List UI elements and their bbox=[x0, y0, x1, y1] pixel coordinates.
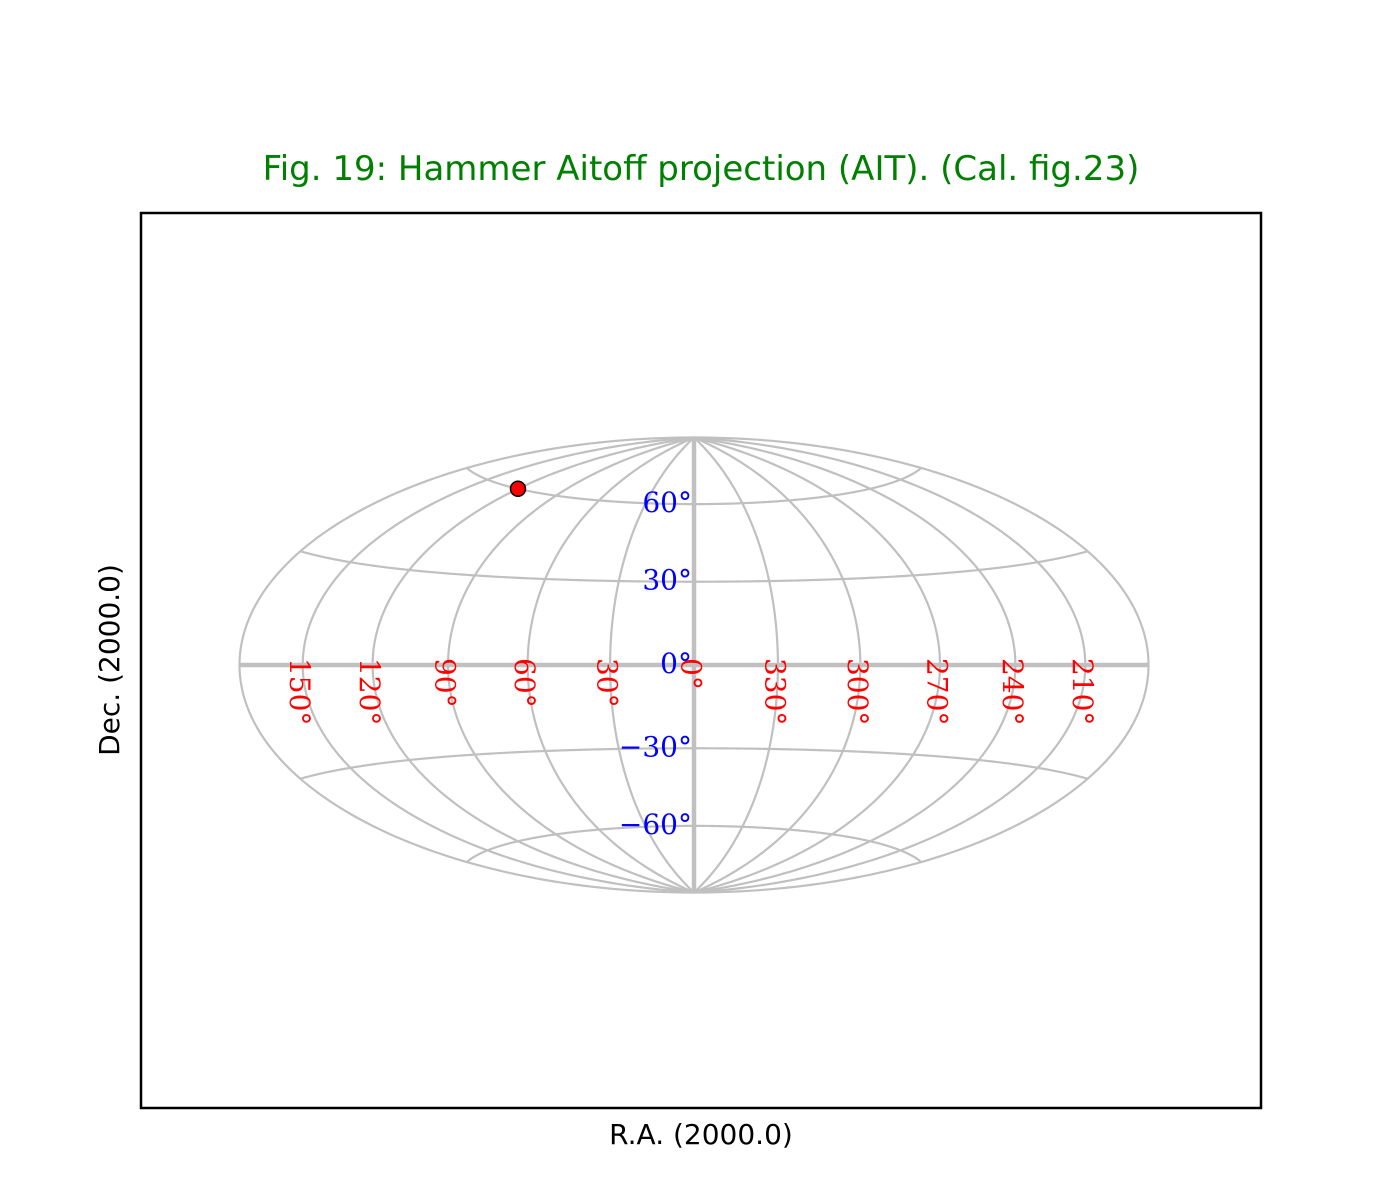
plot-frame bbox=[139, 211, 1263, 1110]
parallel-line bbox=[466, 824, 922, 863]
dec-tick-labels: 60° 30° 0° −30° −60° bbox=[619, 486, 692, 841]
ra-tick-labels: 150° 120° 90° 60° 30° 0° 330° 300° 270° 240° 210° bbox=[283, 658, 1099, 725]
ra-tick-label: 90° bbox=[429, 658, 462, 708]
dec-tick-label: 60° bbox=[642, 486, 692, 519]
dec-tick-label: −30° bbox=[619, 730, 692, 763]
graticule bbox=[238, 436, 1150, 894]
ra-tick-label: 210° bbox=[1066, 658, 1099, 725]
ra-tick-label: 60° bbox=[508, 658, 541, 708]
data-points bbox=[509, 480, 527, 498]
parallel-line bbox=[300, 550, 1088, 583]
parallel-line bbox=[300, 747, 1088, 780]
ra-tick-label: 300° bbox=[841, 658, 874, 725]
chart-title: Fig. 19: Hammer Aitoff projection (AIT).… bbox=[263, 149, 1140, 189]
ra-tick-label: 0° bbox=[675, 658, 708, 690]
x-axis-label: R.A. (2000.0) bbox=[609, 1118, 793, 1151]
data-point-marker bbox=[509, 480, 527, 498]
ra-tick-label: 330° bbox=[758, 658, 791, 725]
ra-tick-label: 120° bbox=[353, 658, 386, 725]
ra-tick-label: 30° bbox=[591, 658, 624, 708]
ra-tick-label: 270° bbox=[920, 658, 953, 725]
dec-tick-label: −60° bbox=[619, 808, 692, 841]
ra-tick-label: 150° bbox=[283, 658, 316, 725]
dec-tick-label: 30° bbox=[642, 564, 692, 597]
dec-tick-label: 0° bbox=[660, 647, 692, 680]
ra-tick-label: 240° bbox=[996, 658, 1029, 725]
y-axis-label: Dec. (2000.0) bbox=[93, 564, 126, 756]
